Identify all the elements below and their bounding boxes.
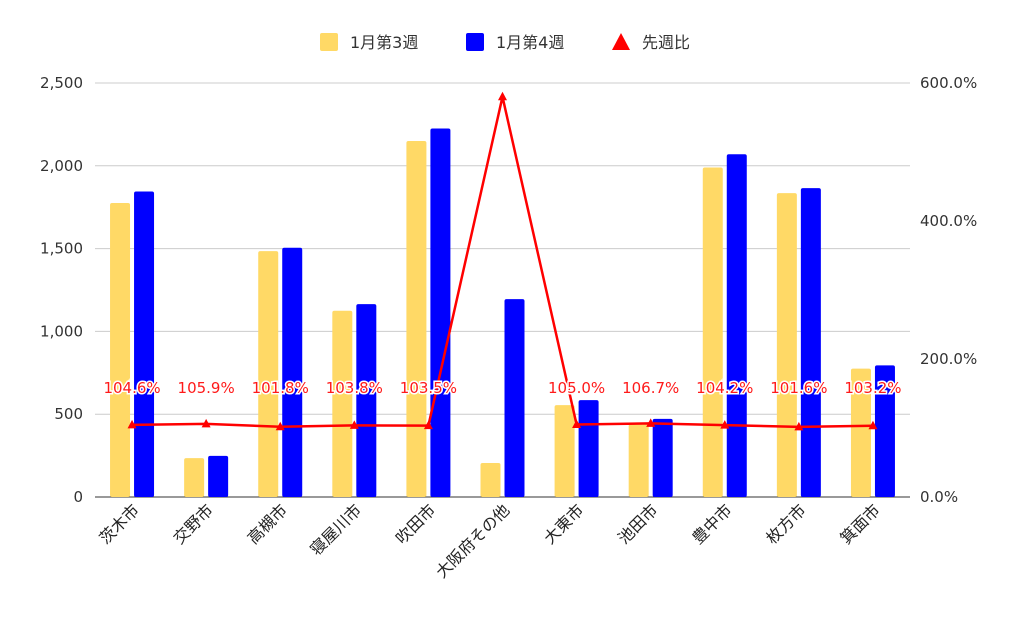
category-label: 豊中市	[688, 500, 735, 547]
bar-week3	[332, 310, 353, 497]
category-label: 池田市	[614, 500, 661, 547]
ratio-data-label: 104.2%	[696, 379, 753, 397]
bar-week3	[480, 463, 501, 497]
ratio-data-label: 105.0%	[548, 379, 605, 397]
ratio-data-label: 103.5%	[400, 379, 457, 397]
legend-swatch	[320, 33, 338, 51]
category-label: 寝屋川市	[306, 500, 365, 559]
category-label: 大東市	[540, 500, 587, 547]
legend-label: 1月第4週	[496, 33, 564, 52]
ratio-point	[498, 91, 507, 101]
ratio-data-label: 103.2%	[844, 379, 901, 397]
category-label: 大阪府その他	[432, 500, 513, 581]
bar-week3	[110, 203, 131, 497]
bar-week4	[800, 188, 821, 497]
ratio-point	[275, 421, 285, 431]
ratio-line-series	[127, 91, 878, 431]
legend-swatch	[466, 33, 484, 51]
bar-week4	[726, 154, 747, 497]
ratio-point	[423, 420, 433, 430]
left-tick-label: 2,000	[40, 157, 83, 175]
bar-week3	[702, 167, 723, 497]
left-tick-label: 2,500	[40, 74, 83, 92]
bar-week4	[578, 400, 599, 497]
legend: 1月第3週 1月第4週 先週比	[320, 33, 690, 52]
bar-week4	[208, 455, 229, 497]
ratio-point	[572, 419, 582, 429]
legend-label: 1月第3週	[350, 33, 418, 52]
bar-week3	[628, 424, 649, 497]
bar-week4	[652, 418, 673, 497]
category-label: 高槻市	[244, 500, 291, 547]
ratio-point	[646, 418, 656, 427]
left-tick-label: 500	[54, 405, 83, 423]
left-axis-ticks: 0 500 1,000 1,500 2,000 2,500	[40, 74, 83, 506]
right-tick-label: 400.0%	[920, 212, 977, 230]
bar-series	[110, 128, 895, 498]
category-label: 茨木市	[95, 500, 142, 547]
ratio-point	[720, 420, 730, 429]
ratio-point	[201, 418, 211, 428]
bar-week4	[504, 299, 525, 497]
ratio-data-label: 106.7%	[622, 379, 679, 397]
legend-label: 先週比	[642, 33, 690, 52]
ratio-point	[794, 421, 804, 431]
right-tick-label: 0.0%	[920, 488, 958, 506]
data-labels: 104.6% 105.9% 101.8% 103.8% 103.5% 105.0% 106.…	[102, 378, 903, 399]
ratio-data-label: 103.8%	[326, 379, 383, 397]
ratio-line	[132, 95, 873, 429]
ratio-point	[349, 420, 359, 429]
left-tick-label: 0	[73, 488, 83, 506]
ratio-data-label: 104.6%	[103, 379, 160, 397]
bar-week3	[184, 458, 205, 497]
right-tick-label: 200.0%	[920, 350, 977, 368]
category-label: 箕面市	[836, 500, 883, 547]
bar-week3	[850, 368, 871, 497]
category-label: 吹田市	[392, 500, 439, 547]
bar-week3	[554, 405, 575, 497]
ratio-data-label: 105.9%	[178, 379, 235, 397]
category-label: 枚方市	[762, 500, 809, 547]
right-axis-ticks: 0.0% 200.0% 400.0% 600.0%	[920, 74, 977, 506]
ratio-data-label: 101.6%	[770, 379, 827, 397]
legend-swatch	[612, 33, 630, 50]
bar-week3	[258, 251, 279, 497]
gridlines	[95, 82, 910, 498]
left-tick-label: 1,500	[40, 240, 83, 258]
ratio-point	[127, 419, 137, 429]
bar-week4	[430, 128, 451, 498]
ratio-point	[868, 420, 878, 430]
bar-week4	[282, 247, 303, 497]
bar-week4	[356, 304, 377, 497]
right-tick-label: 600.0%	[920, 74, 977, 92]
bar-week3	[406, 140, 427, 497]
bar-week4	[134, 191, 155, 497]
category-label: 交野市	[170, 500, 217, 547]
bar-week4	[874, 365, 895, 497]
ratio-data-label: 101.8%	[252, 379, 309, 397]
left-tick-label: 1,000	[40, 322, 83, 340]
bar-week3	[776, 193, 797, 497]
